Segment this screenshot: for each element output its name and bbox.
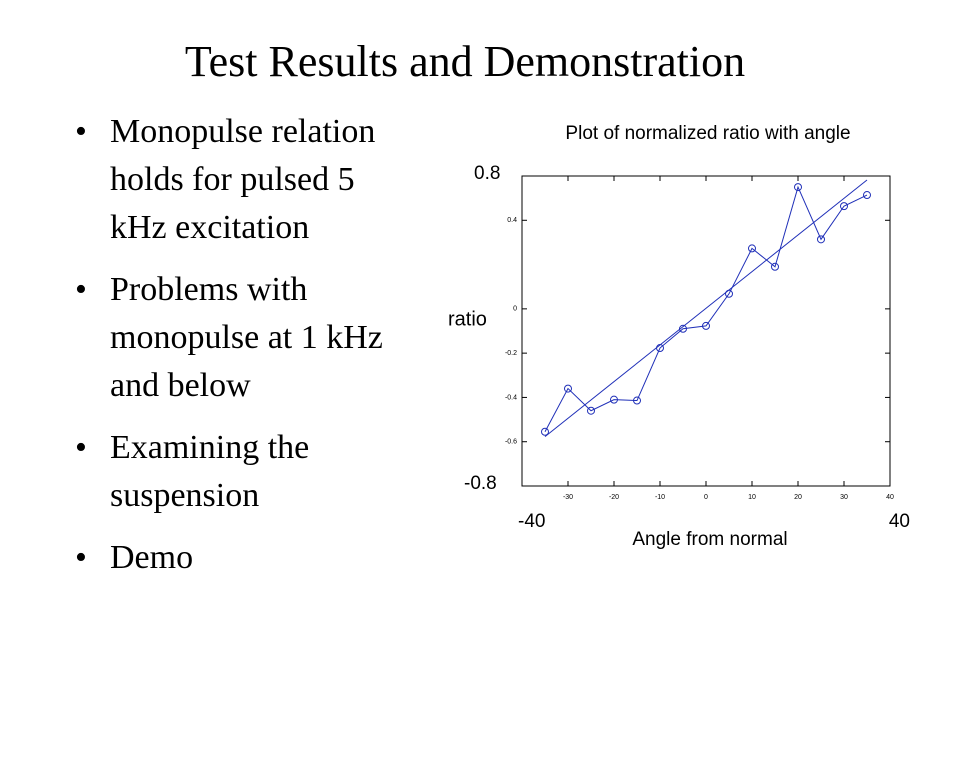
x-tick-label: 20	[794, 494, 802, 501]
chart-title: Plot of normalized ratio with angle	[565, 123, 850, 144]
bullet-dot: •	[75, 429, 87, 466]
data-point	[610, 395, 618, 404]
bullet-dot: •	[75, 271, 87, 308]
x-tick-label: 10	[748, 494, 756, 501]
data-point	[748, 244, 756, 253]
y-axis-label: ratio	[448, 308, 487, 330]
data-point	[702, 321, 710, 330]
bullet-dot: •	[75, 113, 87, 150]
bullet-text: Demo	[110, 539, 194, 576]
x-tick-label: 0	[704, 494, 708, 501]
axis-end-label: 0.8	[474, 163, 500, 184]
data-point	[587, 406, 595, 415]
bullet-text: Monopulse relation	[110, 113, 376, 150]
data-point	[840, 202, 848, 211]
x-tick-label: -20	[609, 494, 619, 501]
axis-end-label: -0.8	[464, 473, 497, 494]
bullet-text: and below	[110, 367, 251, 404]
x-tick-label: -30	[563, 494, 573, 501]
data-line	[544, 179, 868, 438]
y-tick-label: 0.4	[507, 217, 517, 224]
y-tick-label: -0.2	[505, 350, 517, 357]
x-axis-label: Angle from normal	[632, 529, 787, 550]
data-point	[541, 427, 549, 436]
data-point	[564, 384, 572, 393]
x-tick-label: -10	[655, 494, 665, 501]
data-point	[817, 235, 825, 244]
axis-end-label: -40	[518, 511, 545, 532]
bullet-dot: •	[75, 539, 87, 576]
data-line	[544, 185, 868, 432]
axis-end-label: 40	[889, 511, 910, 532]
bullet-text: Problems with	[110, 271, 308, 308]
bullet-text: suspension	[110, 477, 260, 514]
bullet-text: holds for pulsed 5	[110, 161, 355, 198]
data-point	[633, 396, 641, 405]
bullet-text: monopulse at 1 kHz	[110, 319, 383, 356]
data-point	[863, 191, 871, 200]
y-tick-label: -0.6	[505, 439, 517, 446]
bullet-text: Examining the	[110, 429, 310, 466]
x-tick-label: 40	[886, 494, 894, 501]
y-tick-label: 0	[513, 306, 517, 313]
x-tick-label: 30	[840, 494, 848, 501]
data-point	[771, 262, 779, 271]
plot-frame	[521, 175, 891, 487]
y-tick-label: -0.4	[505, 394, 517, 401]
data-point	[794, 183, 802, 192]
bullet-text: kHz excitation	[110, 209, 310, 246]
slide-title: Test Results and Demonstration	[184, 37, 746, 86]
